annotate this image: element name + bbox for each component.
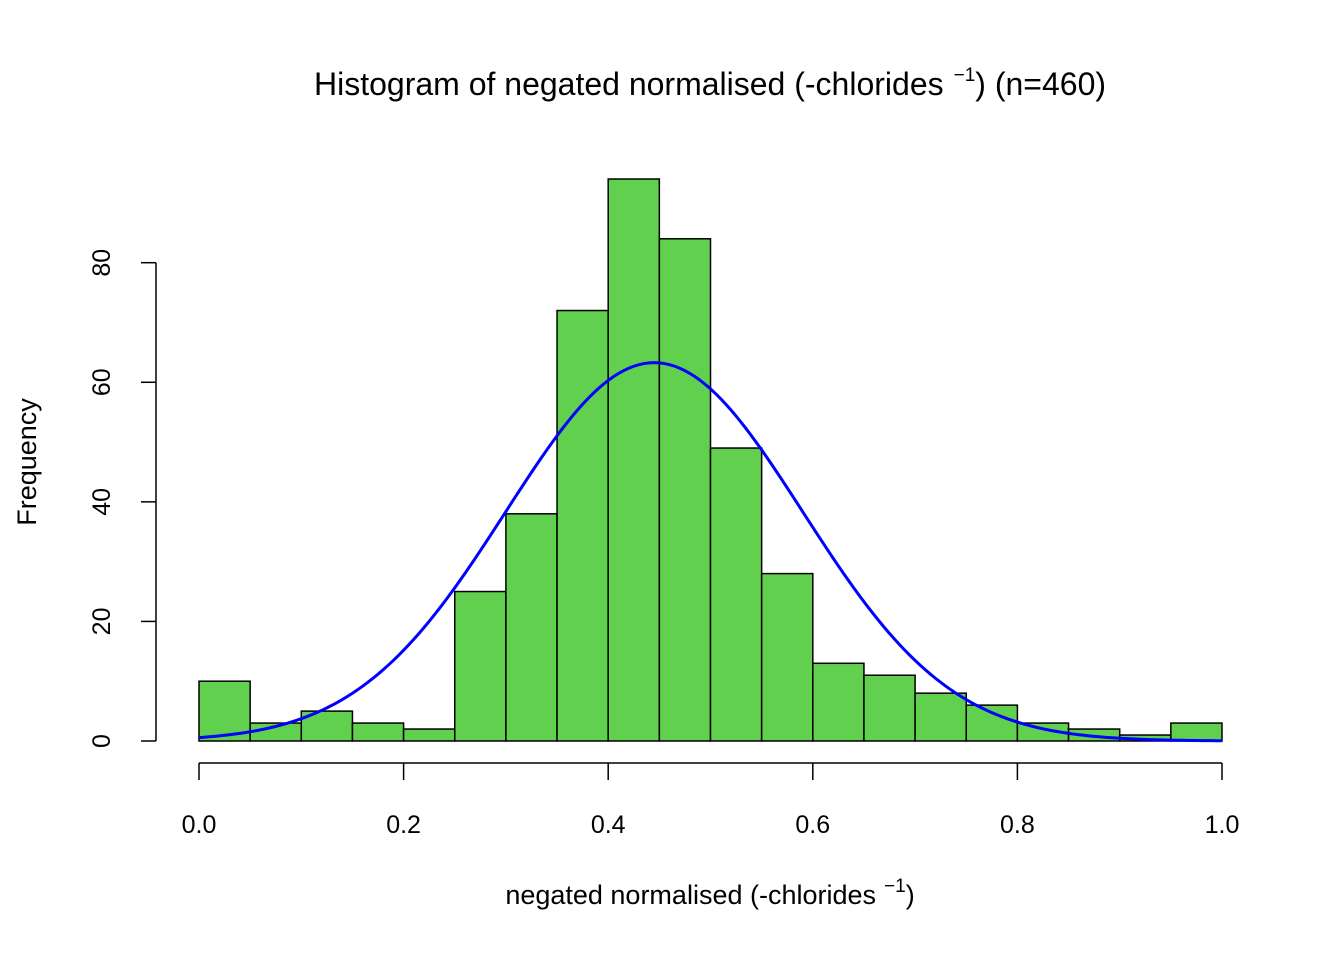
chart-title-suffix: ) (n=460) xyxy=(975,66,1106,102)
histogram-bar xyxy=(556,309,609,742)
histogram-bar xyxy=(812,662,865,742)
x-axis-label-superscript: −1 xyxy=(884,876,906,897)
y-tick-label: 20 xyxy=(88,608,116,636)
histogram-bar xyxy=(863,674,916,742)
chart-title-main: Histogram of negated normalised (-chlori… xyxy=(314,66,944,102)
x-tick-label: 0.0 xyxy=(182,811,217,839)
chart-title: Histogram of negated normalised (-chlori… xyxy=(314,65,1106,102)
histogram-bars xyxy=(198,178,1223,742)
histogram-bar xyxy=(351,722,405,742)
normal-density-curve xyxy=(198,361,1223,743)
histogram-bar xyxy=(402,728,456,742)
histogram-bar xyxy=(709,447,763,742)
x-tick-label: 0.6 xyxy=(795,811,830,839)
y-tick-label: 60 xyxy=(88,368,116,396)
chart-title-superscript: −1 xyxy=(954,65,976,86)
x-axis-label-suffix: ) xyxy=(906,880,915,910)
y-axis: 0 20 40 60 80 xyxy=(88,249,157,748)
x-tick-label: 1.0 xyxy=(1205,811,1240,839)
x-axis-label: negated normalised (-chlorides −1) xyxy=(505,876,914,910)
histogram-bar xyxy=(658,238,712,742)
x-tick-label: 0.2 xyxy=(386,811,421,839)
x-tick-label: 0.4 xyxy=(591,811,626,839)
histogram-bar xyxy=(760,572,814,742)
x-axis: 0.0 0.2 0.4 0.6 0.8 1.0 xyxy=(182,762,1240,839)
y-tick-label: 40 xyxy=(88,488,116,516)
y-tick-label: 0 xyxy=(88,734,116,748)
histogram-bar xyxy=(505,513,558,742)
y-axis-label: Frequency xyxy=(12,398,42,526)
histogram-bar xyxy=(198,680,251,742)
x-axis-label-main: negated normalised (-chlorides xyxy=(505,880,876,910)
x-tick-label: 0.8 xyxy=(1000,811,1035,839)
y-tick-label: 80 xyxy=(88,249,116,277)
histogram-bar xyxy=(1170,722,1223,742)
histogram-bar xyxy=(300,710,354,742)
histogram-bar xyxy=(914,692,967,742)
histogram-bar xyxy=(607,178,661,742)
histogram-bar xyxy=(965,704,1019,742)
histogram-bar xyxy=(454,590,507,742)
